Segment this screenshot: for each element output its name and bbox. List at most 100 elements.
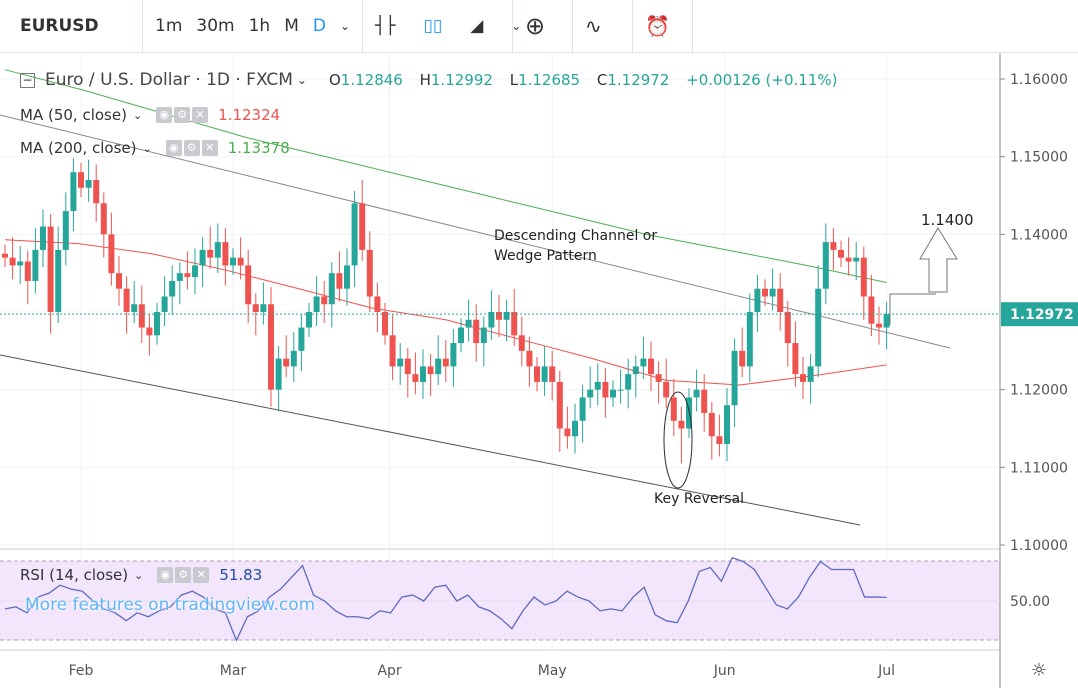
candle-body: [518, 335, 525, 351]
candle-body: [762, 288, 768, 297]
candle-body: [252, 304, 259, 313]
candle-body: [47, 226, 54, 313]
ma200-legend: MA (200, close) ⌄ ◉ ⚙ ✕ 1.13378: [20, 139, 290, 157]
price-tick-label: 1.15000: [1010, 150, 1068, 166]
compare-button[interactable]: ∿: [573, 0, 633, 53]
candle-body: [541, 366, 548, 382]
candle-body: [549, 366, 556, 382]
series-title[interactable]: Euro / U.S. Dollar · 1D · FXCM: [45, 70, 293, 90]
candle-body: [131, 304, 138, 313]
candle-body: [397, 358, 404, 367]
candle-body: [792, 343, 799, 375]
close-icon[interactable]: ✕: [201, 140, 218, 156]
candle-body: [822, 242, 829, 289]
candle-body: [123, 288, 130, 313]
candle-body: [192, 265, 198, 278]
gear-icon[interactable]: ⚙: [175, 567, 192, 583]
top-toolbar: EURUSD 1m 30m 1h M D ⌄ ┤├ ▯▯ ◢ ⌄ ⊕ ∿ ⏰: [0, 0, 1078, 53]
ma50-line: [4, 239, 887, 386]
candle-body: [207, 249, 214, 258]
eye-icon[interactable]: ◉: [157, 567, 174, 583]
candle-body: [784, 312, 791, 344]
candle-body: [708, 412, 715, 437]
candle-body: [116, 273, 122, 289]
time-tick-label: Feb: [69, 663, 94, 679]
candle-body: [275, 358, 282, 390]
chevron-down-icon[interactable]: ⌄: [339, 19, 351, 33]
interval-group: 1m 30m 1h M D ⌄: [143, 0, 363, 53]
candle-body: [739, 350, 746, 367]
candle-body: [313, 296, 320, 313]
symbol-button[interactable]: EURUSD: [0, 0, 143, 53]
candle-body: [40, 226, 46, 250]
candle-body: [344, 265, 350, 289]
candle-body: [237, 257, 244, 266]
eye-icon[interactable]: ◉: [156, 107, 173, 123]
time-tick-label: Jul: [877, 663, 895, 679]
candle-body: [404, 358, 411, 375]
chevron-down-icon[interactable]: ⌄: [511, 19, 522, 33]
candle-body: [648, 358, 654, 375]
candle-body: [321, 296, 328, 305]
gear-icon[interactable]: ⚙: [183, 140, 200, 156]
indicators-button[interactable]: ⊕: [513, 0, 573, 53]
chevron-down-icon[interactable]: ⌄: [296, 73, 307, 87]
collapse-icon[interactable]: −: [20, 72, 35, 88]
channel-lower-line: [0, 354, 861, 526]
candle-body: [306, 312, 312, 328]
price-tick-label: 1.14000: [1010, 227, 1068, 243]
settings-sun-icon[interactable]: ☼: [1031, 660, 1047, 681]
compare-icon: ∿: [585, 14, 602, 38]
candle-body: [503, 312, 510, 320]
candle-body: [442, 358, 449, 367]
reversal-annotation: Key Reversal: [654, 491, 744, 507]
candle-body: [2, 253, 8, 258]
candle-body: [800, 374, 806, 382]
interval-1h[interactable]: 1h: [248, 16, 271, 36]
candle-body: [154, 312, 160, 336]
plus-circle-icon: ⊕: [525, 12, 546, 40]
candle-body: [245, 265, 252, 305]
candle-body: [701, 389, 708, 413]
bars-icon[interactable]: ┤├: [375, 16, 396, 36]
candle-body: [830, 242, 837, 250]
candle-body: [625, 374, 632, 390]
close-icon[interactable]: ✕: [192, 107, 209, 123]
candle-body: [610, 389, 616, 398]
candle-body: [655, 374, 662, 382]
area-icon[interactable]: ◢: [470, 16, 484, 36]
candle-body: [602, 381, 609, 398]
alert-button[interactable]: ⏰: [633, 0, 693, 53]
eye-icon[interactable]: ◉: [165, 140, 182, 156]
candle-body: [572, 420, 578, 437]
watermark-link[interactable]: More features on tradingview.com: [25, 595, 316, 615]
candle-body: [465, 319, 472, 328]
candles-icon[interactable]: ▯▯: [423, 16, 443, 36]
rsi-tick-label: 50.00: [1010, 594, 1050, 610]
candle-body: [480, 327, 487, 344]
close-icon[interactable]: ✕: [193, 567, 210, 583]
candle-body: [876, 323, 882, 328]
channel-upper-line: [0, 114, 951, 349]
candle-body: [807, 366, 814, 382]
candle-body: [374, 296, 381, 313]
candle-body: [686, 397, 692, 429]
last-price-badge: [1001, 302, 1078, 327]
candle-body: [412, 374, 419, 382]
target-arrow: [919, 227, 958, 293]
interval-1m[interactable]: 1m: [155, 16, 183, 36]
candle-body: [17, 261, 24, 266]
candle-body: [693, 389, 700, 398]
gear-icon[interactable]: ⚙: [174, 107, 191, 123]
interval-D[interactable]: D: [312, 16, 326, 36]
candle-body: [359, 203, 366, 250]
interval-M[interactable]: M: [284, 16, 299, 36]
candle-body: [838, 249, 844, 258]
candle-body: [777, 288, 784, 313]
candle-body: [260, 304, 267, 313]
candle-body: [724, 405, 730, 445]
interval-30m[interactable]: 30m: [196, 16, 235, 36]
candle-body: [214, 242, 221, 258]
main-legend: − Euro / U.S. Dollar · 1D · FXCM ⌄ O1.128…: [20, 70, 837, 90]
